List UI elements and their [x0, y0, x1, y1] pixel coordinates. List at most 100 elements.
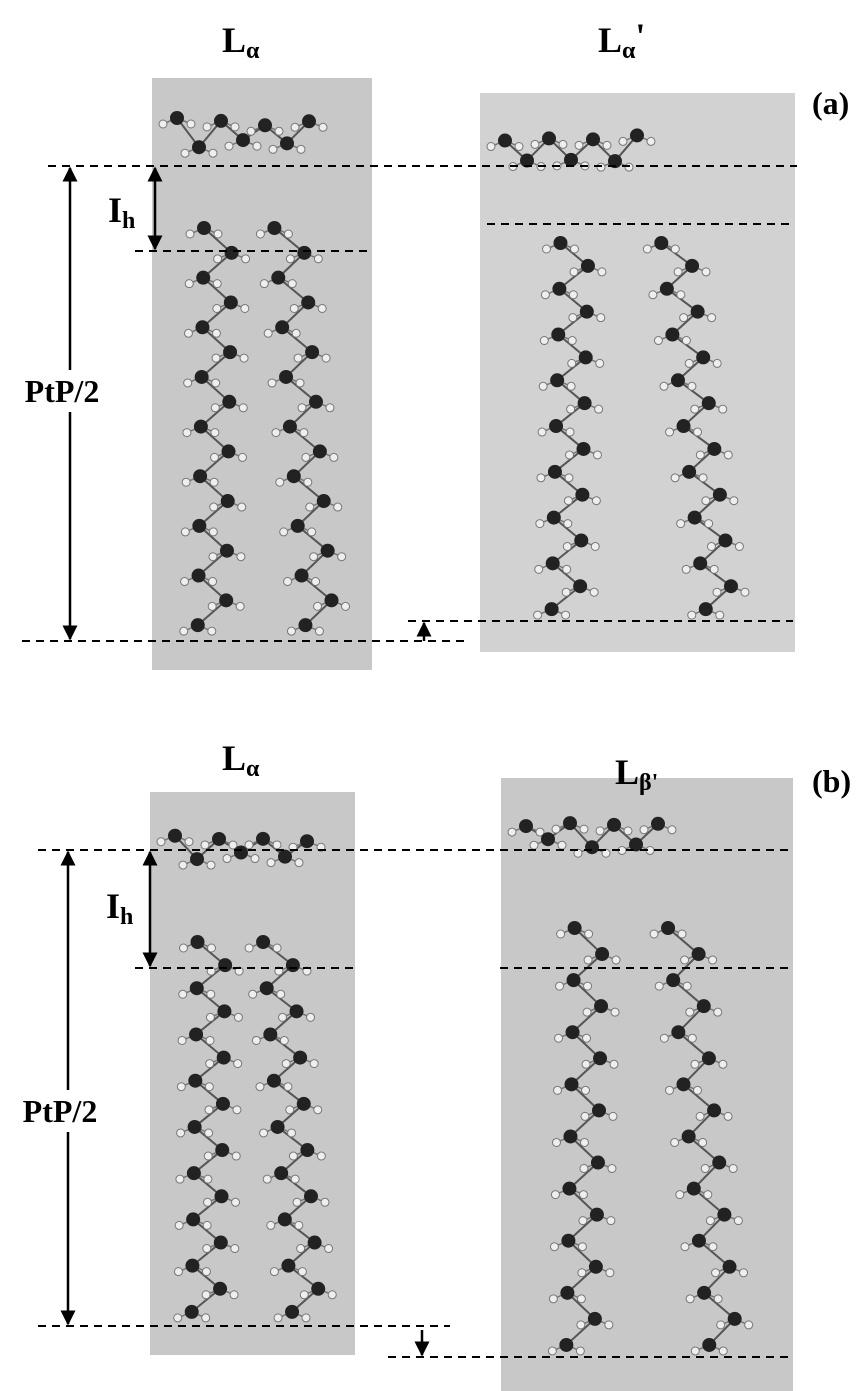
atom	[209, 477, 219, 487]
atom	[593, 1051, 608, 1066]
panel-label: (b)	[812, 763, 851, 799]
atom	[324, 593, 339, 608]
model-box	[150, 792, 355, 1355]
atom	[279, 369, 294, 384]
atom	[718, 1059, 728, 1069]
atom	[744, 1320, 754, 1330]
atom	[233, 1012, 243, 1022]
atom	[723, 1111, 733, 1121]
atom	[542, 131, 556, 146]
atom	[553, 1085, 563, 1095]
atom	[277, 1212, 292, 1227]
atom	[676, 290, 686, 300]
atom	[236, 552, 246, 562]
left-title: Lα	[222, 738, 260, 782]
atom	[609, 1059, 619, 1069]
right-title: Lα'	[598, 16, 645, 64]
atom	[547, 1346, 557, 1356]
atom	[646, 136, 656, 146]
atom	[582, 1007, 592, 1017]
atom	[275, 320, 290, 335]
atom	[183, 378, 193, 388]
atom	[691, 1233, 706, 1248]
atom	[200, 840, 210, 850]
atom	[244, 943, 254, 953]
atom	[178, 989, 188, 999]
atom	[728, 1164, 738, 1174]
atom	[709, 564, 719, 574]
atom	[208, 577, 218, 587]
atom	[240, 303, 250, 313]
atom	[255, 1082, 265, 1092]
atom	[562, 1181, 577, 1196]
atom	[566, 381, 576, 391]
atom	[602, 140, 612, 150]
atom	[269, 1267, 279, 1277]
atom	[684, 358, 694, 368]
period-label: PtP/2	[23, 1093, 98, 1129]
atom	[594, 999, 609, 1014]
atom	[291, 328, 301, 338]
atom	[590, 1155, 605, 1170]
atom	[665, 427, 675, 437]
atom	[587, 1311, 602, 1326]
atom	[557, 840, 567, 850]
atom	[693, 427, 703, 437]
atom	[576, 1294, 586, 1304]
atom	[309, 1059, 319, 1069]
atom	[579, 1137, 589, 1147]
atom	[190, 935, 205, 949]
atom	[713, 1007, 723, 1017]
atom	[276, 989, 286, 999]
atom	[173, 1267, 183, 1277]
atom	[271, 270, 286, 285]
atom	[271, 428, 281, 438]
atom	[212, 831, 226, 846]
atom	[608, 154, 622, 169]
atom	[690, 304, 705, 319]
atom	[534, 564, 544, 574]
atom	[294, 858, 304, 868]
atom	[246, 126, 256, 136]
atom	[259, 1128, 269, 1138]
atom	[739, 1268, 749, 1278]
atom	[305, 502, 315, 512]
atom	[570, 244, 579, 254]
atom	[222, 854, 232, 864]
atom	[274, 1166, 289, 1181]
atom	[685, 1007, 695, 1017]
atom	[651, 816, 665, 831]
atom	[186, 119, 196, 129]
atom	[670, 244, 680, 254]
atom	[241, 254, 251, 264]
atom	[210, 403, 220, 413]
atom	[727, 1311, 742, 1326]
atom	[176, 1082, 186, 1092]
atom	[586, 132, 600, 147]
atom	[701, 396, 716, 411]
atom	[654, 236, 669, 250]
atom	[207, 601, 217, 611]
atom	[197, 221, 211, 235]
atom	[569, 267, 579, 277]
atom	[281, 1258, 296, 1273]
atom	[530, 139, 540, 149]
atom	[552, 281, 567, 296]
atom	[202, 1244, 212, 1254]
panel-a: Lα Lα' (a) Ih PtP/2	[5, 16, 849, 670]
atom	[188, 1073, 203, 1088]
atom	[203, 1197, 213, 1207]
atom	[584, 929, 594, 939]
atom	[211, 353, 221, 363]
atom	[194, 369, 209, 384]
atom	[541, 832, 555, 847]
atom	[156, 837, 166, 847]
atom	[734, 541, 744, 551]
atom	[566, 973, 581, 988]
atom	[229, 1290, 239, 1300]
atom	[589, 587, 599, 597]
atom	[629, 837, 643, 852]
atom	[722, 1259, 737, 1274]
atom	[595, 358, 605, 368]
atom	[272, 943, 282, 953]
